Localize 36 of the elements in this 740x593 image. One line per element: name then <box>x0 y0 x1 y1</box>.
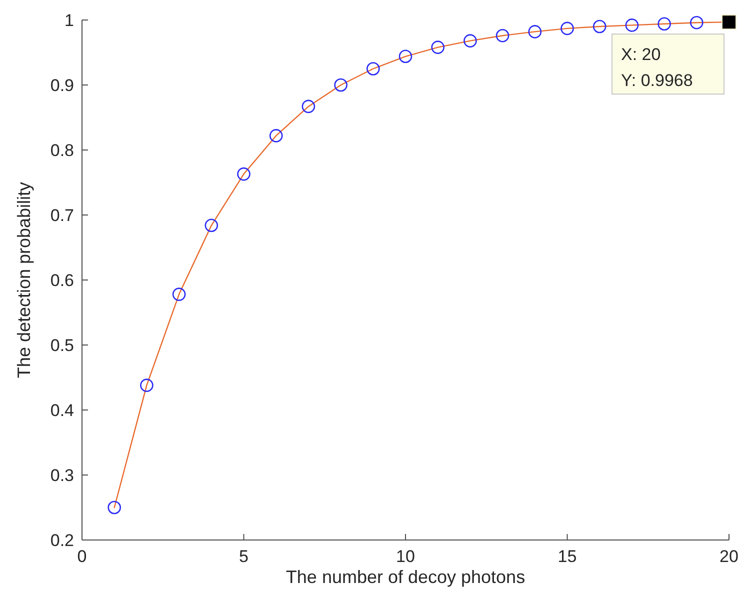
point <box>237 167 250 181</box>
x-tick-label: 20 <box>720 547 738 566</box>
point <box>269 129 283 142</box>
point <box>528 25 542 38</box>
y-tick-label: 0.5 <box>50 336 74 355</box>
point <box>398 50 412 64</box>
x-tick-label: 15 <box>558 547 577 566</box>
y-tick-label: 0.7 <box>50 206 74 225</box>
point <box>592 20 606 34</box>
y-tick-label: 0.4 <box>50 401 74 420</box>
point <box>431 40 444 54</box>
x-tick-label: 10 <box>396 547 415 566</box>
point <box>366 62 380 76</box>
point <box>302 100 316 114</box>
x-tick-label: 5 <box>239 547 248 566</box>
x-axis-title: The number of decoy photons <box>286 567 526 587</box>
y-tick-label: 0.8 <box>50 141 74 160</box>
point <box>464 34 477 48</box>
point <box>658 17 671 31</box>
point <box>140 378 154 392</box>
y-tick-label: 0.9 <box>50 76 74 95</box>
y-tick-label: 0.6 <box>50 271 74 290</box>
point <box>334 78 348 92</box>
point <box>496 28 510 42</box>
point <box>204 218 218 232</box>
point <box>690 16 704 30</box>
point <box>172 288 186 301</box>
y-tick-label: 0.3 <box>50 466 74 485</box>
y-tick-label: 1 <box>64 11 74 30</box>
point <box>108 500 121 514</box>
point <box>625 18 639 32</box>
annotation: X: 20 Y: 0.9968 <box>621 45 693 90</box>
point <box>560 22 574 36</box>
y-tick-label: 0.2 <box>50 531 74 550</box>
x-tick-label: 0 <box>77 547 87 566</box>
y-axis-title: The detection probability <box>14 182 34 378</box>
